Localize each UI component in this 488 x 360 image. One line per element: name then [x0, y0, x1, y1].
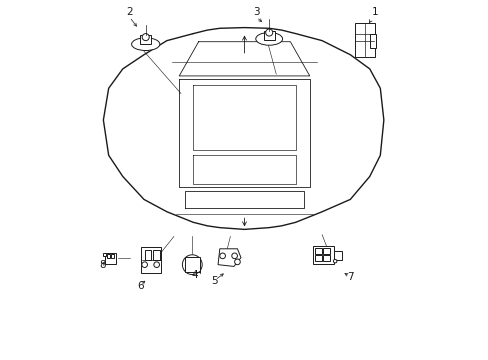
- Circle shape: [234, 259, 240, 265]
- Bar: [106, 254, 110, 258]
- Text: 1: 1: [371, 8, 378, 17]
- Circle shape: [142, 33, 149, 41]
- Circle shape: [182, 255, 202, 275]
- Bar: [322, 248, 329, 254]
- Bar: [105, 253, 116, 264]
- Bar: [141, 247, 161, 274]
- Text: 8: 8: [99, 260, 106, 270]
- Text: 7: 7: [346, 272, 353, 282]
- Bar: [369, 33, 375, 48]
- Bar: [322, 255, 329, 261]
- Circle shape: [142, 262, 147, 267]
- Bar: [263, 31, 274, 40]
- Bar: [184, 257, 200, 273]
- Bar: [145, 250, 151, 260]
- Circle shape: [219, 253, 225, 259]
- Bar: [333, 251, 341, 260]
- Polygon shape: [102, 253, 105, 256]
- Text: 4: 4: [191, 270, 198, 280]
- Polygon shape: [218, 249, 241, 266]
- Ellipse shape: [131, 38, 160, 50]
- Circle shape: [265, 29, 272, 36]
- Text: 2: 2: [126, 8, 133, 17]
- Text: 5: 5: [211, 275, 217, 285]
- Text: 3: 3: [253, 8, 260, 17]
- Ellipse shape: [255, 32, 282, 45]
- Circle shape: [333, 259, 336, 263]
- Bar: [314, 255, 322, 261]
- Bar: [313, 246, 334, 264]
- Text: 6: 6: [137, 281, 143, 291]
- Bar: [140, 35, 151, 44]
- Circle shape: [231, 253, 237, 259]
- Bar: [153, 250, 160, 260]
- Bar: [354, 23, 374, 57]
- Bar: [111, 254, 114, 258]
- Bar: [314, 248, 322, 254]
- Circle shape: [187, 260, 197, 269]
- Circle shape: [154, 262, 159, 267]
